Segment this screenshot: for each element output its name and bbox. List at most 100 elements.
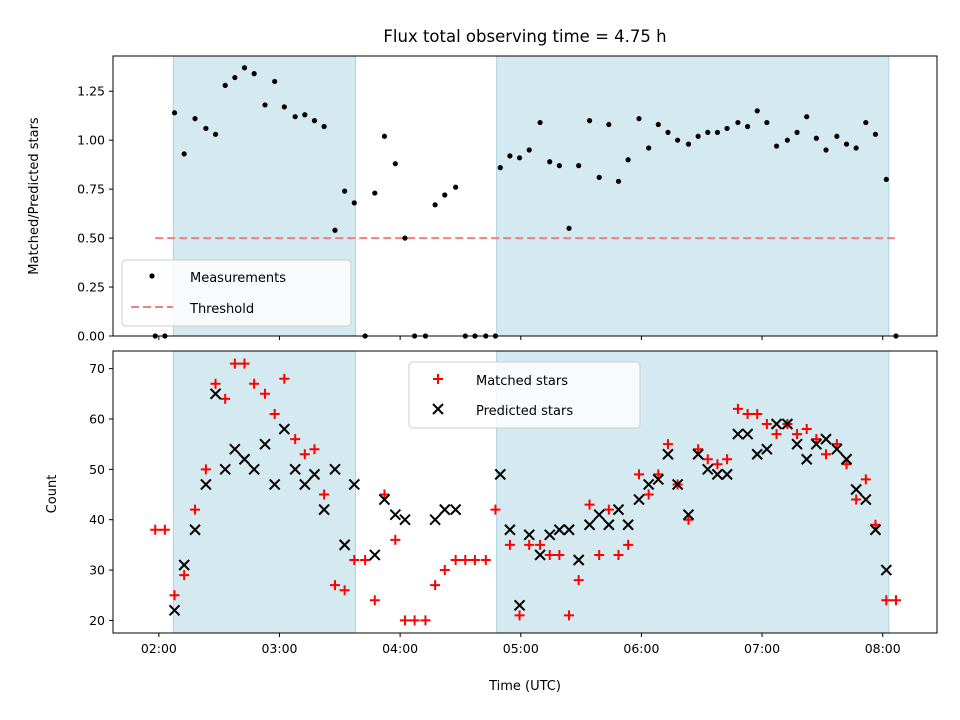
- predicted-star-point: [820, 433, 832, 445]
- matched-star-point: [179, 570, 190, 581]
- matched-star-point: [399, 615, 410, 626]
- y-tick-label: 1.25: [77, 84, 105, 99]
- matched-star-point: [360, 554, 371, 565]
- measurement-point: [646, 145, 652, 151]
- matched-star-point: [390, 534, 401, 545]
- axes-frame: [112, 55, 938, 337]
- predicted-star-point: [308, 468, 321, 481]
- measurement-point: [381, 133, 388, 139]
- matched-star-point: [220, 393, 231, 404]
- matched-star-point: [792, 429, 803, 440]
- count-panel: 20 30 40 50 60 70 02:00 03:00 04:00 05:00 06:00 07:…: [89, 350, 938, 656]
- matched-star-point: [683, 514, 694, 525]
- matched-star-point: [860, 474, 871, 485]
- legend-matched-marker: [433, 374, 443, 384]
- matched-star-point: [742, 408, 753, 419]
- predicted-star-point: [732, 428, 744, 440]
- predicted-star-point: [741, 428, 754, 440]
- matched-star-point: [831, 439, 842, 450]
- measurement-point: [442, 192, 448, 198]
- measurement-point: [764, 119, 770, 126]
- legend-box: [121, 259, 352, 327]
- predicted-star-point: [593, 508, 605, 521]
- matched-star-point: [409, 615, 420, 626]
- measurement-point: [192, 116, 198, 122]
- measurement-point: [883, 176, 889, 182]
- measurement-point: [311, 118, 318, 124]
- measurement-point: [392, 161, 398, 167]
- predicted-star-point: [278, 423, 291, 435]
- matched-star-point: [309, 444, 320, 455]
- measurement-point: [507, 153, 513, 159]
- predicted-star-point: [238, 453, 251, 465]
- measurement-point: [655, 121, 661, 128]
- predicted-star-point: [633, 493, 645, 506]
- predicted-star-point: [429, 513, 441, 526]
- measurement-point: [566, 225, 572, 231]
- predicted-star-point: [781, 418, 794, 430]
- matched-star-point: [249, 378, 260, 389]
- matched-star-point: [752, 408, 763, 419]
- measurement-point: [823, 147, 829, 153]
- measurement-point: [773, 143, 780, 149]
- predicted-star-point: [439, 503, 451, 516]
- predicted-star-point: [702, 463, 714, 476]
- measurement-point: [695, 133, 701, 139]
- measurement-point: [714, 129, 721, 135]
- measurement-point: [402, 235, 408, 241]
- measurement-point: [813, 135, 819, 141]
- predicted-star-point: [513, 599, 526, 612]
- predicted-star-point: [229, 443, 241, 455]
- measurement-point: [241, 65, 248, 71]
- legend-label: Threshold: [189, 302, 254, 317]
- matched-star-point: [319, 489, 330, 500]
- predicted-star-point: [553, 524, 566, 536]
- predicted-star-point: [389, 508, 402, 521]
- matched-star-point: [712, 459, 723, 470]
- matched-star-point: [150, 524, 161, 535]
- matched-star-point: [722, 454, 733, 465]
- predicted-star-point: [219, 463, 231, 476]
- matched-star-point: [811, 434, 822, 445]
- measurement-point: [292, 114, 298, 120]
- measurement-point: [843, 141, 850, 147]
- measurement-point: [625, 157, 631, 163]
- measurement-point: [744, 123, 751, 130]
- predicted-star-point: [209, 388, 222, 400]
- matched-star-point: [229, 358, 240, 369]
- measurement-point: [606, 121, 612, 128]
- predicted-star-point: [268, 478, 281, 491]
- x-tick-label: 03:00: [261, 641, 297, 656]
- matched-star-point: [504, 539, 515, 550]
- predicted-star-point: [348, 478, 360, 491]
- matched-star-point: [851, 494, 862, 505]
- measurement-point: [665, 129, 671, 135]
- measurement-point: [853, 145, 859, 151]
- x-tick-label: 06:00: [623, 641, 659, 656]
- matched-star-point: [159, 524, 170, 535]
- measurement-point: [497, 165, 503, 171]
- matched-star-point: [490, 504, 501, 515]
- matched-star-point: [460, 554, 471, 565]
- matched-star-point: [573, 575, 584, 586]
- matched-star-point: [771, 429, 782, 440]
- predicted-star-point: [178, 559, 190, 571]
- predicted-star-point: [612, 503, 625, 516]
- measurement-point: [872, 131, 879, 137]
- predicted-star-point: [800, 453, 813, 465]
- predicted-star-point: [791, 438, 803, 450]
- matched-star-point: [299, 449, 310, 460]
- matched-star-point: [732, 403, 743, 414]
- ratio-panel: 0.00 0.25 0.50 0.75 1.00 1.25 Measurements Thre…: [77, 55, 938, 344]
- matched-star-point: [643, 489, 654, 500]
- matched-star-point: [881, 595, 892, 606]
- predicted-star-point: [869, 524, 882, 536]
- predicted-star-point: [761, 443, 773, 455]
- matched-star-point: [279, 373, 290, 384]
- predicted-star-point: [711, 468, 724, 481]
- matched-star-point: [564, 610, 575, 621]
- matched-star-point: [190, 504, 201, 515]
- measurement-point: [576, 163, 582, 169]
- predicted-star-point: [692, 448, 704, 460]
